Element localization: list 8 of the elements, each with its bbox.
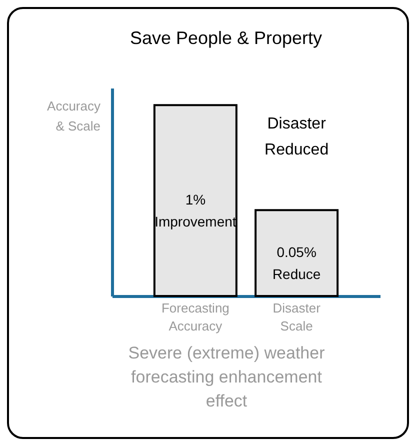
annotation: 1% Improvement	[154, 192, 236, 230]
annotation: 0.05% Reduce	[272, 244, 321, 282]
x-tick-label: Disaster Scale	[272, 300, 322, 334]
x-axis-title: Severe (extreme) weather forecasting enhancement effect	[128, 344, 326, 410]
x-tick-label: Forecasting Accuracy	[161, 300, 230, 334]
chart-title: Save People & Property	[130, 28, 322, 48]
annotation: Disaster Reduced	[264, 115, 329, 158]
y-axis-title: Accuracy & Scale	[47, 98, 101, 134]
